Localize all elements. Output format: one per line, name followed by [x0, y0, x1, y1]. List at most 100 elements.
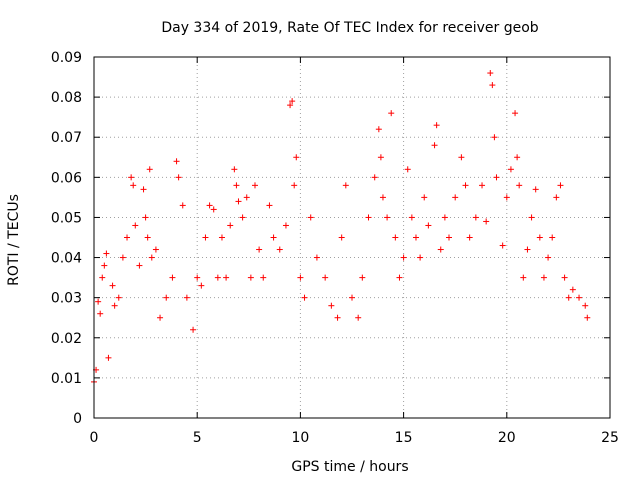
data-point — [396, 274, 403, 281]
data-point — [146, 166, 153, 173]
data-point — [514, 154, 521, 161]
data-point — [227, 222, 234, 229]
y-tick-label: 0.06 — [51, 170, 82, 186]
data-point — [247, 274, 254, 281]
data-point — [239, 214, 246, 221]
data-point — [431, 142, 438, 149]
data-point — [528, 214, 535, 221]
data-point — [282, 222, 289, 229]
data-point — [297, 274, 304, 281]
data-point — [553, 194, 560, 201]
y-axis-tick-labels: 0 0.01 0.02 0.03 0.04 0.05 0.06 0.07 0.08 0.09 — [51, 50, 82, 427]
data-point — [163, 294, 170, 301]
data-point — [536, 234, 543, 241]
data-point — [446, 234, 453, 241]
data-point — [499, 242, 506, 249]
data-point — [379, 194, 386, 201]
data-point — [458, 154, 465, 161]
y-tick-label: 0 — [73, 411, 82, 427]
data-point — [266, 202, 273, 209]
data-point — [313, 254, 320, 261]
data-point — [417, 254, 424, 261]
data-point — [355, 314, 362, 321]
data-point — [183, 294, 190, 301]
data-point — [489, 82, 496, 89]
plot-area-border — [93, 56, 611, 419]
data-point — [576, 294, 583, 301]
data-point — [130, 182, 137, 189]
data-point — [95, 298, 102, 305]
data-point — [287, 102, 294, 109]
data-point — [128, 174, 135, 181]
data-point — [307, 214, 314, 221]
x-tick-label: 20 — [498, 430, 516, 446]
data-point — [144, 234, 151, 241]
data-point — [408, 214, 415, 221]
data-point — [210, 206, 217, 213]
data-point — [342, 182, 349, 189]
data-point — [452, 194, 459, 201]
data-point — [194, 274, 201, 281]
data-point — [142, 214, 149, 221]
y-tick-label: 0.02 — [51, 331, 82, 347]
data-point — [206, 202, 213, 209]
data-point — [119, 254, 126, 261]
x-tick-label: 15 — [395, 430, 413, 446]
data-point — [231, 166, 238, 173]
data-point — [371, 174, 378, 181]
data-point — [243, 194, 250, 201]
data-point — [569, 286, 576, 293]
data-point — [124, 234, 131, 241]
y-tick-label: 0.09 — [51, 50, 82, 66]
data-point — [479, 182, 486, 189]
data-point — [507, 166, 514, 173]
data-point — [202, 234, 209, 241]
data-point — [483, 218, 490, 225]
data-point — [148, 254, 155, 261]
data-point — [218, 234, 225, 241]
data-point — [109, 282, 116, 289]
x-tick-label: 10 — [291, 430, 309, 446]
data-point — [487, 70, 494, 77]
y-tick-label: 0.07 — [51, 130, 82, 146]
data-point — [565, 294, 572, 301]
data-point — [179, 202, 186, 209]
x-tick-label: 0 — [90, 430, 99, 446]
data-point — [289, 98, 296, 105]
y-tick-label: 0.08 — [51, 90, 82, 106]
data-point — [466, 234, 473, 241]
data-point — [384, 214, 391, 221]
data-point — [293, 154, 300, 161]
data-point — [377, 154, 384, 161]
data-point — [557, 182, 564, 189]
scatter-points — [91, 70, 591, 385]
data-point — [441, 214, 448, 221]
y-tick-label: 0.03 — [51, 291, 82, 307]
data-point — [190, 326, 197, 333]
data-point — [115, 294, 122, 301]
data-point — [584, 314, 591, 321]
data-point — [375, 126, 382, 133]
y-tick-label: 0.04 — [51, 251, 82, 267]
data-point — [173, 158, 180, 165]
data-point — [328, 302, 335, 309]
data-point — [512, 110, 519, 117]
data-point — [493, 174, 500, 181]
data-point — [491, 134, 498, 141]
data-point — [223, 274, 230, 281]
x-tick-label: 25 — [601, 430, 619, 446]
data-point — [404, 166, 411, 173]
data-point — [561, 274, 568, 281]
data-point — [359, 274, 366, 281]
y-tick-label: 0.05 — [51, 210, 82, 226]
data-point — [540, 274, 547, 281]
data-point — [99, 274, 106, 281]
chart-title: Day 334 of 2019, Rate Of TEC Index for r… — [161, 20, 538, 36]
data-point — [433, 122, 440, 129]
data-point — [157, 314, 164, 321]
data-point — [516, 182, 523, 189]
data-point — [105, 354, 112, 361]
data-point — [349, 294, 355, 301]
